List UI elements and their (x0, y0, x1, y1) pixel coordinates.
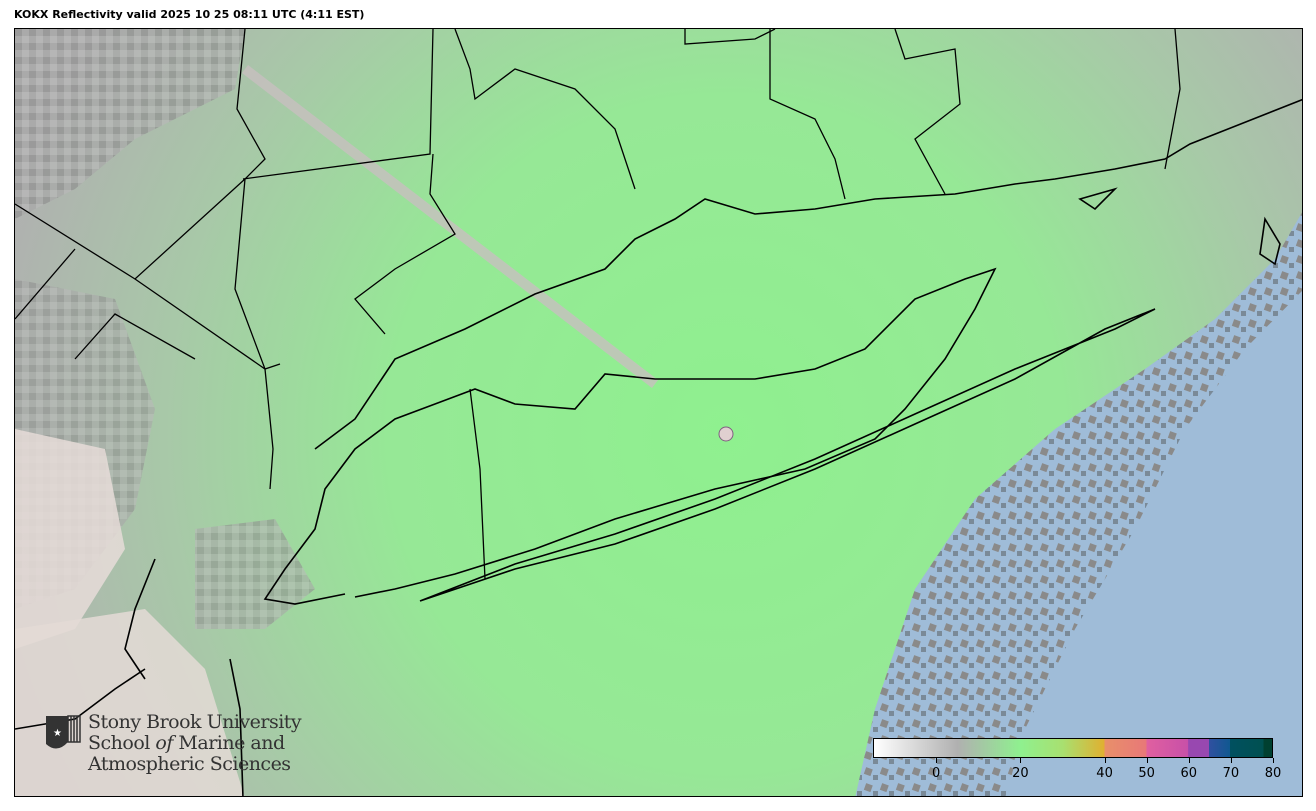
sbu-logo: ★ Stony Brook University School of Marin… (44, 711, 302, 775)
logo-text: Marine and (172, 732, 285, 754)
shield-icon: ★ (46, 715, 81, 749)
colorbar (873, 738, 1273, 758)
colorbar-tick-label: 60 (1180, 766, 1198, 781)
logo-text: of (155, 732, 173, 754)
colorbar-tick (1188, 758, 1190, 763)
radar-map-canvas (15, 29, 1302, 796)
colorbar-tick (1020, 758, 1022, 763)
logo-text: School (88, 732, 156, 754)
svg-text:★: ★ (53, 728, 62, 739)
colorbar-tick (1230, 758, 1232, 763)
colorbar-tick-label: 70 (1222, 766, 1240, 781)
colorbar-tick-label: 20 (1012, 766, 1029, 781)
state-county-boundaries (15, 29, 1181, 580)
land-relief (15, 429, 125, 649)
colorbar-tick (936, 758, 938, 763)
colorbar-tick (1104, 758, 1106, 763)
logo-line-1: Stony Brook University (88, 711, 302, 733)
colorbar-tick-label: 50 (1138, 766, 1155, 781)
radar-site-marker (718, 426, 734, 442)
map-title: KOKX Reflectivity valid 2025 10 25 08:11… (14, 8, 365, 21)
radar-map[interactable] (14, 28, 1303, 797)
coastlines (15, 98, 1302, 796)
colorbar-tick-label: 0 (932, 766, 941, 781)
land-relief (15, 609, 245, 796)
colorbar-tick (1273, 758, 1274, 763)
clutter-region (15, 29, 245, 219)
colorbar-tick (1146, 758, 1148, 763)
logo-line-3: Atmospheric Sciences (88, 753, 291, 775)
colorbar-tick-label: 80 (1264, 766, 1282, 781)
colorbar-tick-label: 40 (1096, 766, 1113, 781)
logo-line-2: School of Marine and (88, 733, 301, 754)
clutter-region (195, 519, 315, 629)
ocean (1005, 291, 1302, 796)
